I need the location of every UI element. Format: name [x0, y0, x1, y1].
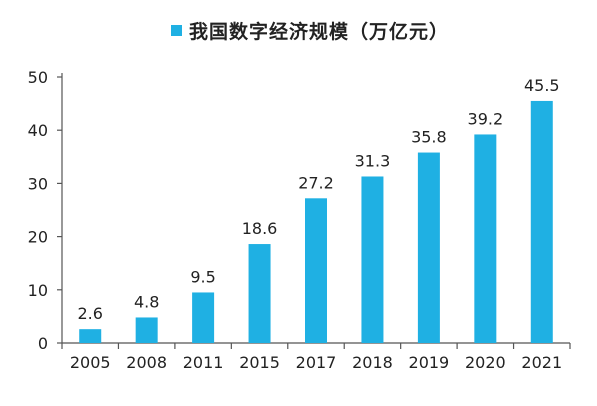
x-tick-label-2020: 2020	[465, 353, 506, 372]
y-tick-label: 0	[38, 334, 48, 353]
x-tick-label-2005: 2005	[70, 353, 111, 372]
bar-2018	[361, 176, 384, 343]
data-label-2018: 31.3	[355, 151, 391, 170]
x-tick-label-2011: 2011	[183, 353, 224, 372]
legend-swatch	[171, 25, 182, 36]
legend-label: 我国数字经济规模（万亿元）	[189, 20, 449, 43]
x-tick-label-2021: 2021	[521, 353, 562, 372]
x-tick-label-2017: 2017	[296, 353, 337, 372]
data-label-2020: 39.2	[468, 109, 504, 128]
y-tick-label: 10	[28, 281, 48, 300]
x-tick-label-2008: 2008	[126, 353, 167, 372]
data-label-2011: 9.5	[190, 267, 215, 286]
data-labels: 2.6 4.8 9.5 18.6 27.2 31.3 35.8 39.2 45.5	[77, 76, 559, 323]
bar-2021	[530, 100, 553, 343]
bar-2017	[305, 198, 327, 343]
bar-2008	[135, 317, 158, 343]
bar-2019	[417, 152, 440, 343]
data-label-2019: 35.8	[411, 128, 447, 147]
bar-2005	[79, 329, 102, 343]
y-tick-label: 40	[28, 121, 48, 140]
data-label-2015: 18.6	[242, 219, 278, 238]
bar-2011	[192, 292, 215, 343]
data-label-2008: 4.8	[134, 292, 159, 311]
y-tick-label: 50	[28, 68, 48, 87]
bar-2015	[248, 244, 271, 343]
data-label-2017: 27.2	[298, 173, 334, 192]
bar-2020	[474, 134, 497, 343]
x-tick-label-2018: 2018	[352, 353, 393, 372]
x-tick-label-2015: 2015	[239, 353, 280, 372]
bars	[79, 100, 553, 343]
y-tick-label: 20	[28, 228, 48, 247]
x-tick-label-2019: 2019	[409, 353, 450, 372]
legend: 我国数字经济规模（万亿元）	[171, 20, 449, 43]
data-label-2005: 2.6	[77, 304, 102, 323]
axes: 0 10 20 30 40 50 2005 2008 2011 2015 2017 2018 2019 2…	[28, 68, 571, 372]
data-label-2021: 45.5	[524, 76, 560, 95]
y-tick-label: 30	[28, 174, 48, 193]
